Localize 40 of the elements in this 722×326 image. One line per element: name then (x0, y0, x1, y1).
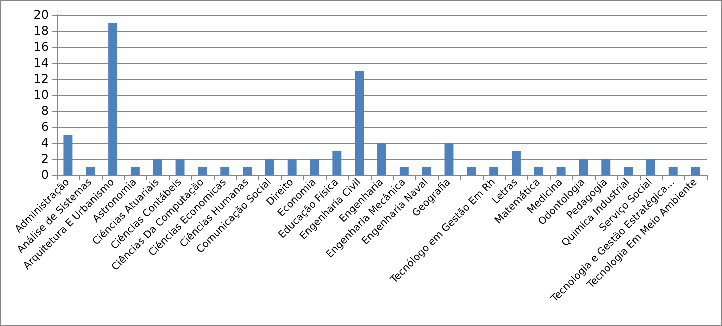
bar (602, 159, 611, 175)
bar (624, 167, 634, 175)
bar (176, 159, 185, 175)
bar (220, 167, 230, 175)
bar (64, 135, 73, 175)
y-tick-label: 10 (34, 88, 49, 102)
bar (153, 159, 162, 175)
bar (108, 23, 118, 175)
y-tick-label: 20 (34, 8, 49, 22)
bar (579, 159, 588, 175)
y-tick-label: 0 (41, 168, 49, 182)
bar (646, 159, 656, 175)
y-tick-label: 14 (34, 56, 49, 70)
bar (556, 167, 566, 175)
bar (265, 159, 274, 175)
bar (130, 167, 140, 175)
bar (490, 167, 499, 175)
bar (332, 151, 342, 175)
bar (467, 167, 476, 175)
y-tick-label: 8 (41, 104, 49, 118)
y-tick-label: 2 (41, 152, 49, 166)
bar (288, 159, 297, 175)
bar (691, 167, 700, 175)
bar (378, 143, 386, 175)
y-tick-label: 12 (34, 72, 49, 86)
bar (355, 71, 364, 175)
bar (198, 167, 208, 175)
y-tick-label: 16 (34, 40, 49, 54)
bar (444, 143, 454, 175)
y-tick-label: 18 (34, 24, 49, 38)
bar (86, 167, 96, 175)
y-tick-label: 4 (41, 136, 49, 150)
bar (243, 167, 252, 175)
bar (668, 167, 678, 175)
bar (310, 159, 320, 175)
bar (400, 167, 409, 175)
bar (422, 167, 432, 175)
bar (534, 167, 544, 175)
y-tick-label: 6 (41, 120, 49, 134)
bar (512, 151, 521, 175)
